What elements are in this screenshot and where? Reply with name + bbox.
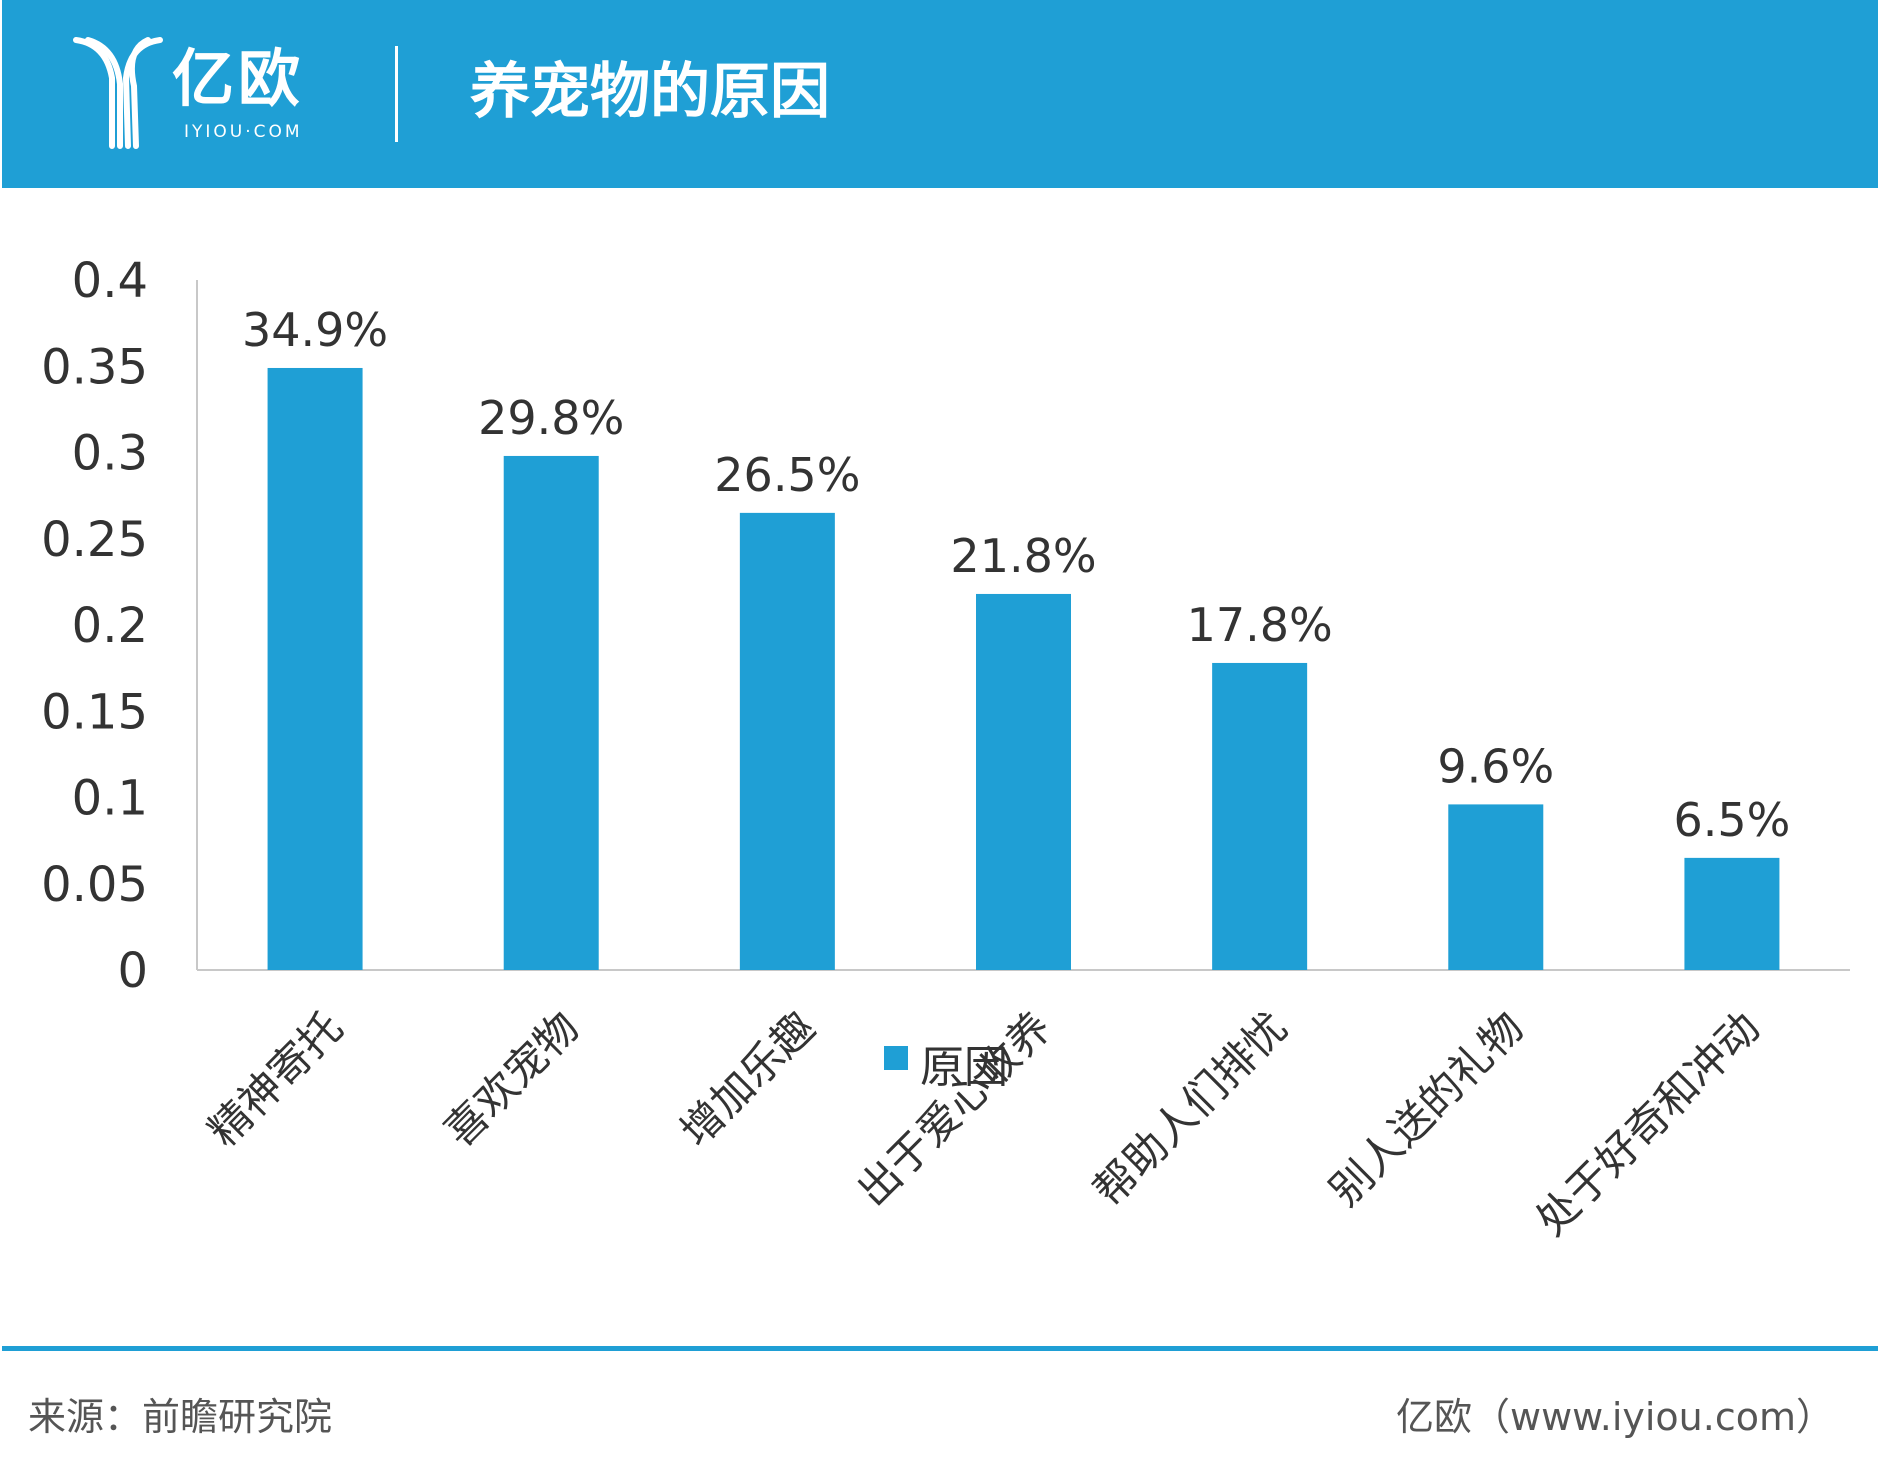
x-tick-label: 喜欢宠物 <box>435 1002 588 1155</box>
x-tick-label: 处于好奇和冲动 <box>1526 1002 1769 1245</box>
legend-swatch <box>884 1046 908 1070</box>
bar <box>1684 857 1780 970</box>
header-divider <box>395 46 398 142</box>
footer-divider <box>2 1346 1878 1351</box>
data-label: 6.5% <box>1673 793 1790 847</box>
header-banner: 亿欧 IYIOU·COM 养宠物的原因 <box>2 0 1878 188</box>
brand-note: 亿欧（www.iyiou.com） <box>1395 1395 1834 1439</box>
iyiou-logo: 亿欧 IYIOU·COM <box>72 34 342 154</box>
x-tick-label: 出于爱心收养 <box>848 1002 1061 1215</box>
logo-wordmark: 亿欧 <box>172 42 305 115</box>
bar <box>267 367 363 971</box>
data-label: 29.8% <box>478 391 624 445</box>
y-tick-label: 0.3 <box>72 426 148 482</box>
y-tick-label: 0.05 <box>41 857 148 913</box>
x-tick-label: 别人送的礼物 <box>1320 1002 1533 1215</box>
chart-title: 养宠物的原因 <box>470 57 830 127</box>
data-label: 21.8% <box>950 529 1096 583</box>
x-tick-label: 增加乐趣 <box>671 1002 824 1155</box>
data-label: 34.9% <box>242 303 388 357</box>
data-labels-group: 34.9% 29.8% 26.5% 21.8% 17.8% 9.6% 6.5% <box>242 303 1790 847</box>
bars-group <box>267 367 1780 971</box>
legend-label: 原因 <box>920 1042 1008 1093</box>
data-label: 17.8% <box>1187 598 1333 652</box>
data-label: 9.6% <box>1437 739 1554 793</box>
bar <box>976 593 1071 970</box>
source-note: 来源：前瞻研究院 <box>28 1395 333 1439</box>
y-tick-label: 0.25 <box>41 512 148 568</box>
y-tick-label: 0.1 <box>72 771 148 827</box>
x-tick-label: 精神寄托 <box>199 1002 352 1155</box>
bar <box>1212 662 1308 970</box>
y-tick-label: 0.15 <box>41 684 148 740</box>
logo-mark-icon <box>73 37 163 149</box>
bar <box>1448 804 1544 970</box>
logo-subtext: IYIOU·COM <box>184 122 303 142</box>
x-tick-label: 帮助人们排忧 <box>1084 1002 1297 1215</box>
y-axis-ticks: 0 0.05 0.1 0.15 0.2 0.25 0.3 0.35 0.4 <box>41 253 148 999</box>
y-tick-label: 0 <box>117 943 148 999</box>
bar <box>503 455 599 970</box>
y-tick-label: 0.2 <box>72 598 148 654</box>
y-tick-label: 0.35 <box>41 339 148 395</box>
legend: 原因 <box>884 1042 1008 1093</box>
bar <box>739 512 835 970</box>
bar-chart: 0 0.05 0.1 0.15 0.2 0.25 0.3 0.35 0.4 34.9% 29.8%… <box>41 253 1850 1245</box>
y-tick-label: 0.4 <box>72 253 148 309</box>
data-label: 26.5% <box>714 448 860 502</box>
